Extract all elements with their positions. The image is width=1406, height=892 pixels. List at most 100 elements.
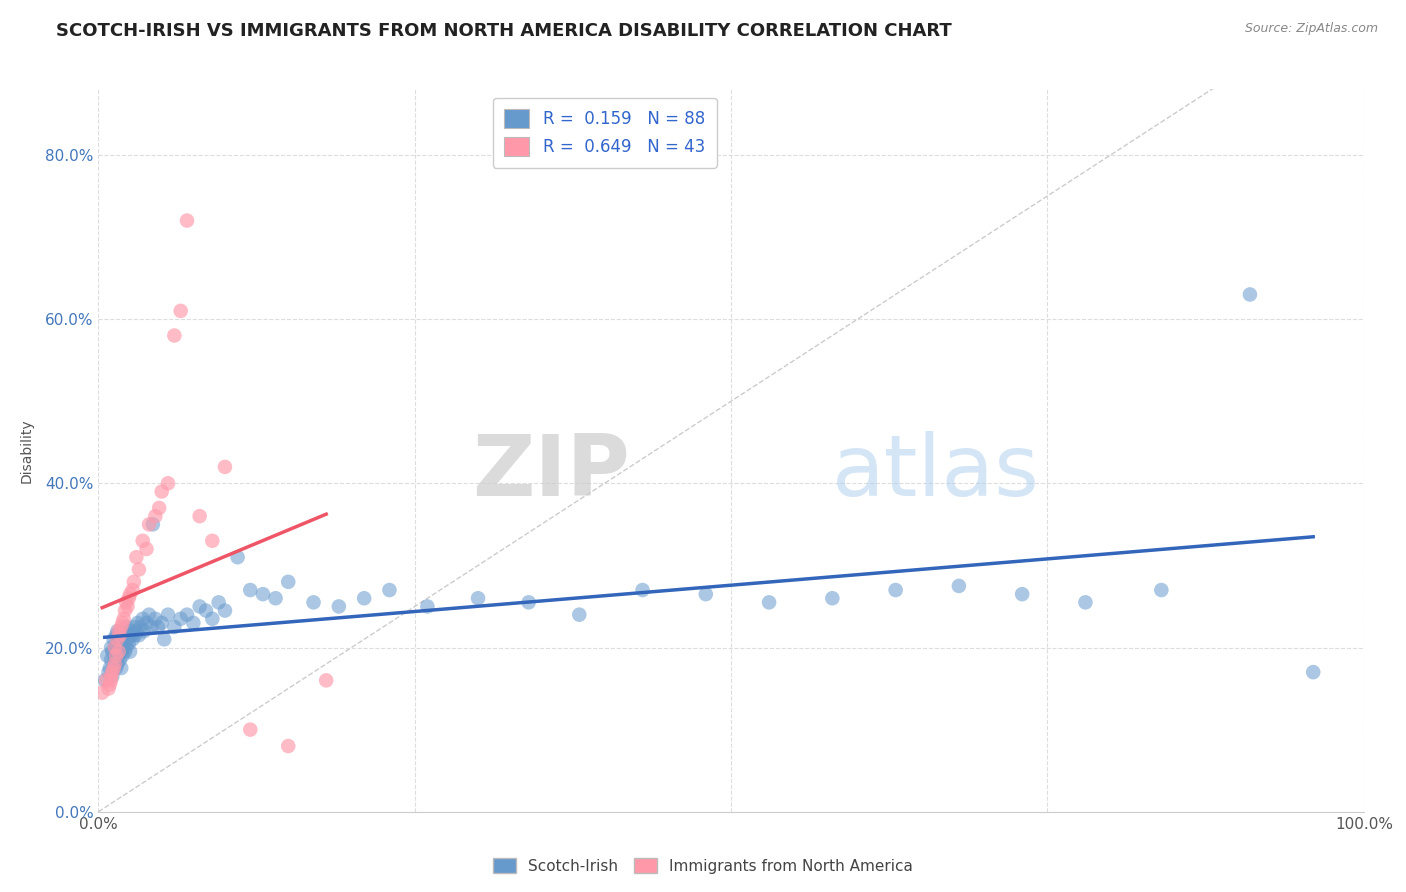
Point — [105, 648, 128, 663]
Point — [100, 673, 122, 688]
Y-axis label: Disability: Disability — [20, 418, 34, 483]
Point — [124, 628, 146, 642]
Point — [188, 509, 211, 524]
Point — [103, 661, 125, 675]
Point — [264, 591, 287, 606]
Point — [183, 615, 205, 630]
Point — [132, 612, 155, 626]
Point — [112, 640, 135, 655]
Point — [111, 636, 134, 650]
Point — [226, 550, 249, 565]
Legend: Scotch-Irish, Immigrants from North America: Scotch-Irish, Immigrants from North Amer… — [486, 852, 920, 880]
Point — [111, 648, 134, 663]
Text: atlas: atlas — [832, 431, 1040, 514]
Point — [135, 541, 157, 556]
Point — [127, 615, 149, 630]
Point — [104, 640, 127, 655]
Point — [100, 669, 122, 683]
Point — [138, 607, 160, 622]
Point — [117, 632, 139, 647]
Point — [121, 582, 143, 597]
Point — [104, 640, 127, 655]
Point — [378, 582, 401, 597]
Point — [128, 628, 150, 642]
Point — [112, 612, 135, 626]
Point — [758, 595, 780, 609]
Point — [163, 620, 186, 634]
Point — [118, 591, 141, 606]
Point — [105, 628, 128, 642]
Point — [98, 677, 121, 691]
Point — [101, 645, 124, 659]
Point — [103, 632, 125, 647]
Point — [107, 645, 129, 659]
Point — [108, 628, 131, 642]
Point — [129, 620, 152, 634]
Point — [105, 661, 128, 675]
Point — [157, 476, 180, 491]
Point — [214, 603, 236, 617]
Point — [517, 595, 540, 609]
Point — [98, 661, 121, 675]
Point — [94, 673, 117, 688]
Point — [114, 645, 136, 659]
Point — [122, 574, 145, 589]
Point — [108, 636, 131, 650]
Point — [104, 653, 127, 667]
Point — [1150, 582, 1173, 597]
Point — [157, 607, 180, 622]
Point — [188, 599, 211, 614]
Point — [153, 632, 176, 647]
Text: ZIP: ZIP — [472, 431, 630, 514]
Point — [100, 640, 122, 655]
Point — [1239, 287, 1261, 301]
Point — [107, 624, 129, 639]
Point — [142, 517, 165, 532]
Point — [150, 484, 173, 499]
Point — [277, 574, 299, 589]
Point — [110, 645, 132, 659]
Point — [112, 624, 135, 639]
Point — [141, 620, 163, 634]
Point — [194, 603, 218, 617]
Point — [176, 213, 198, 227]
Point — [121, 632, 143, 647]
Point — [1011, 587, 1033, 601]
Point — [107, 632, 129, 647]
Point — [114, 603, 136, 617]
Point — [125, 550, 148, 565]
Text: Source: ZipAtlas.com: Source: ZipAtlas.com — [1244, 22, 1378, 36]
Point — [315, 673, 337, 688]
Point — [132, 624, 155, 639]
Point — [176, 607, 198, 622]
Point — [97, 681, 120, 696]
Point — [107, 645, 129, 659]
Point — [214, 459, 236, 474]
Point — [201, 612, 224, 626]
Point — [150, 615, 173, 630]
Point — [100, 653, 122, 667]
Text: SCOTCH-IRISH VS IMMIGRANTS FROM NORTH AMERICA DISABILITY CORRELATION CHART: SCOTCH-IRISH VS IMMIGRANTS FROM NORTH AM… — [56, 22, 952, 40]
Point — [115, 640, 138, 655]
Point — [416, 599, 439, 614]
Point — [111, 615, 134, 630]
Point — [132, 533, 155, 548]
Point — [101, 665, 124, 680]
Point — [169, 612, 191, 626]
Point — [120, 624, 141, 639]
Point — [1074, 595, 1097, 609]
Point — [821, 591, 844, 606]
Point — [120, 645, 141, 659]
Point — [169, 304, 191, 318]
Point — [695, 587, 717, 601]
Legend: R =  0.159   N = 88, R =  0.649   N = 43: R = 0.159 N = 88, R = 0.649 N = 43 — [492, 97, 717, 168]
Point — [125, 624, 148, 639]
Point — [145, 509, 166, 524]
Point — [91, 686, 114, 700]
Point — [108, 653, 131, 667]
Point — [568, 607, 591, 622]
Point — [208, 595, 231, 609]
Point — [114, 628, 136, 642]
Point — [115, 620, 138, 634]
Point — [631, 582, 654, 597]
